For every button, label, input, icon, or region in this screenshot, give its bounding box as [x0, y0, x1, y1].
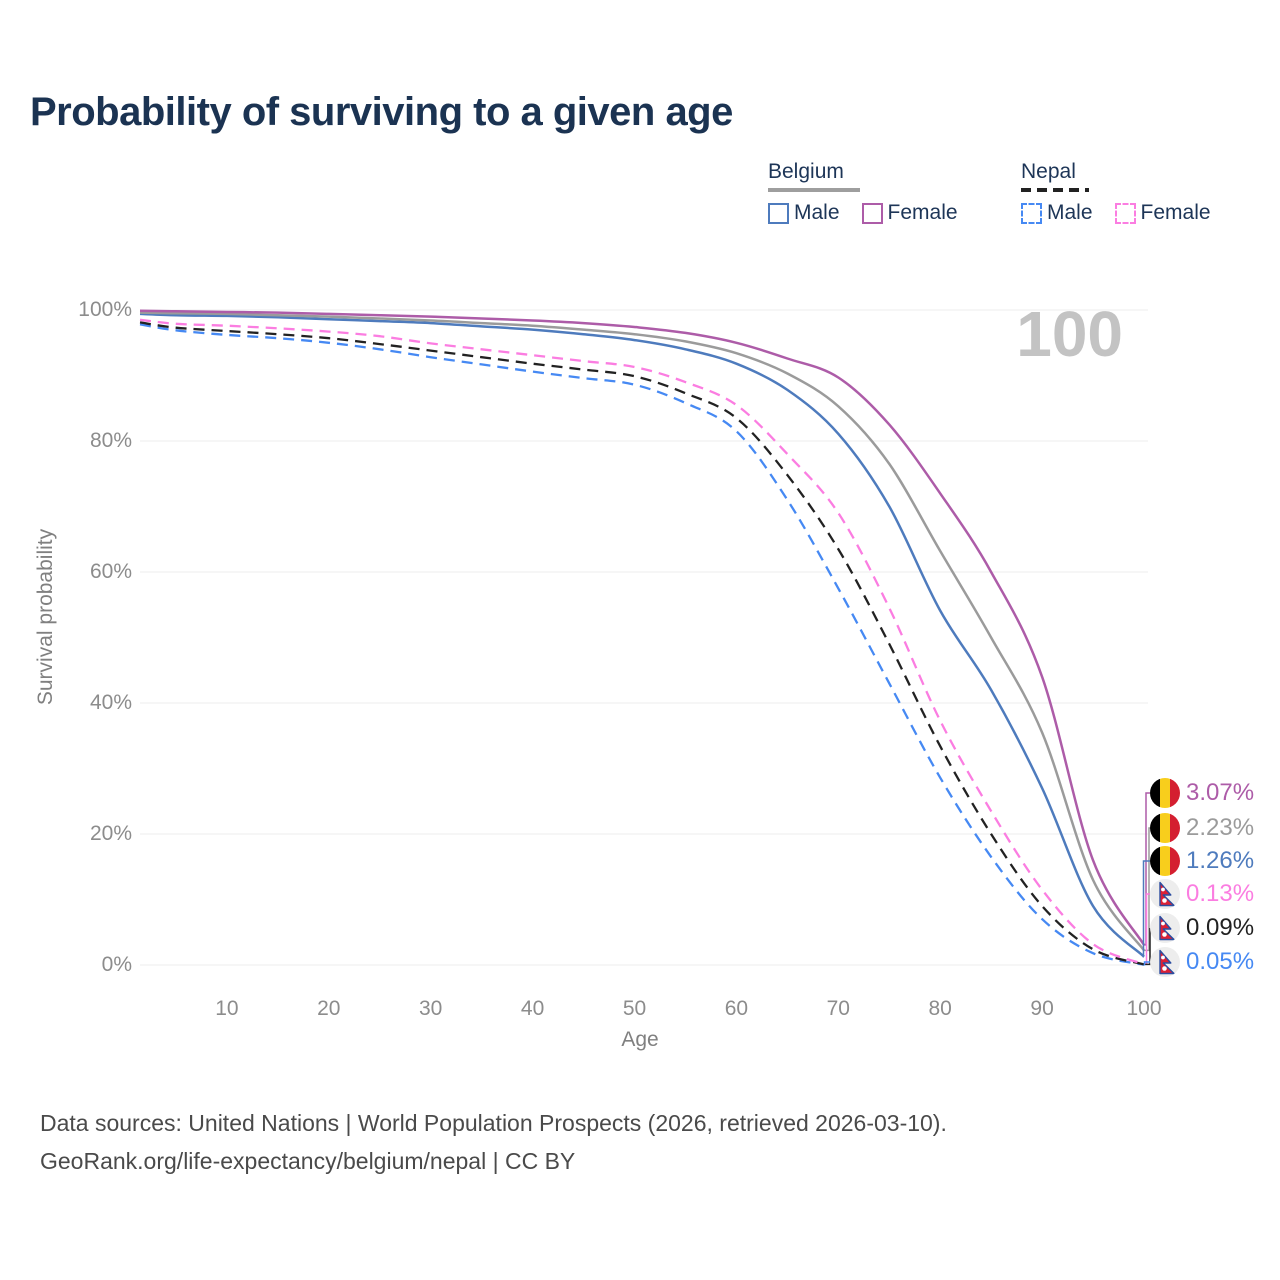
- legend-title-belgium: Belgium: [768, 160, 844, 183]
- legend-swatch-belgium-female: [861, 202, 883, 224]
- legend-item-nepal-male[interactable]: Male: [1021, 201, 1093, 225]
- chart-title: Probability of surviving to a given age: [30, 90, 733, 134]
- end-label-value: 0.09%: [1186, 914, 1255, 941]
- legend-item-belgium-female[interactable]: Female: [861, 201, 958, 225]
- y-axis-tick-label: 0%: [101, 953, 132, 976]
- x-axis-tick-label: 20: [317, 997, 341, 1020]
- age-watermark: 100: [1016, 298, 1123, 370]
- legend-label-belgium-male: Male: [794, 201, 840, 224]
- x-axis-tick-label: 70: [826, 997, 850, 1020]
- y-axis-tick-label: 40%: [89, 691, 132, 714]
- curve-nepal: [139, 321, 1145, 966]
- legend-label-belgium-female: Female: [887, 201, 958, 224]
- caption-line-2: GeoRank.org/life-expectancy/belgium/nepa…: [40, 1148, 576, 1174]
- gridlines: [140, 309, 1148, 966]
- y-axis-tick-label: 100%: [78, 298, 132, 321]
- caption-line-1: Data sources: United Nations | World Pop…: [40, 1110, 947, 1136]
- end-label-nepal-female: 0.13%: [1150, 878, 1254, 910]
- legend-items-nepal: Male Female: [1021, 201, 1233, 225]
- curve-belgium-male: [139, 312, 1145, 958]
- x-axis-tick-label: 100: [1126, 997, 1162, 1020]
- legend-group-belgium: Belgium Male Female: [768, 160, 980, 225]
- curve-belgium-female: [139, 309, 1146, 946]
- connector-nepal-male: [1143, 961, 1150, 966]
- legend-rule-dashed: [1021, 188, 1089, 192]
- end-label-value: 2.23%: [1186, 814, 1255, 841]
- x-axis-tick-label: 30: [419, 997, 443, 1020]
- legend-items-belgium: Male Female: [768, 201, 980, 225]
- legend-rule-solid: [768, 188, 860, 192]
- survival-curves: [139, 309, 1146, 966]
- end-label-value: 3.07%: [1186, 779, 1255, 806]
- nepal-flag-icon: [1150, 913, 1180, 943]
- y-axis-title: Survival probability: [34, 528, 57, 706]
- connector-belgium-male: [1142, 860, 1150, 958]
- y-axis-tick-label: 80%: [89, 429, 132, 452]
- end-label-belgium-male: 1.26%: [1150, 845, 1254, 877]
- connector-belgium-female: [1144, 792, 1150, 946]
- y-axis-tick-label: 60%: [89, 560, 132, 583]
- curve-nepal-male: [139, 323, 1145, 966]
- x-axis-tick-label: 80: [928, 997, 952, 1020]
- y-axis-tick-label: 20%: [89, 822, 132, 845]
- legend-swatch-nepal-female: [1114, 202, 1136, 224]
- end-label-nepal-total: 0.09%: [1150, 912, 1254, 944]
- legend-item-nepal-female[interactable]: Female: [1114, 201, 1211, 225]
- nepal-flag-icon: [1150, 947, 1180, 977]
- end-label-value: 0.05%: [1186, 948, 1255, 975]
- legend-label-nepal-female: Female: [1140, 201, 1211, 224]
- x-axis-tick-label: 50: [622, 997, 647, 1020]
- legend-title-nepal: Nepal: [1021, 160, 1076, 183]
- legend-group-nepal: Nepal Male Female: [1021, 160, 1233, 225]
- curve-belgium: [139, 311, 1146, 952]
- end-label-nepal-male: 0.05%: [1150, 946, 1254, 978]
- legend-item-belgium-male[interactable]: Male: [768, 201, 840, 225]
- legend-swatch-nepal-male: [1021, 202, 1042, 224]
- x-axis-tick-label: 90: [1030, 997, 1054, 1020]
- x-axis-title: Age: [621, 1028, 659, 1051]
- nepal-flag-icon: [1150, 879, 1180, 909]
- end-label-value: 0.13%: [1186, 880, 1255, 907]
- belgium-flag-icon: [1150, 846, 1180, 876]
- belgium-flag-icon: [1150, 813, 1180, 843]
- belgium-flag-icon: [1150, 778, 1180, 808]
- x-axis-tick-label: 40: [520, 997, 545, 1020]
- x-axis-tick-label: 10: [215, 997, 239, 1020]
- end-label-belgium-total: 2.23%: [1150, 812, 1254, 844]
- end-label-value: 1.26%: [1186, 847, 1255, 874]
- caption: Data sources: United Nations | World Pop…: [40, 1104, 947, 1180]
- end-label-belgium-female: 3.07%: [1150, 777, 1254, 809]
- legend-swatch-belgium-male: [768, 202, 789, 224]
- curve-nepal-female: [139, 318, 1145, 966]
- legend-label-nepal-male: Male: [1047, 201, 1093, 224]
- x-axis-tick-label: 60: [724, 997, 749, 1020]
